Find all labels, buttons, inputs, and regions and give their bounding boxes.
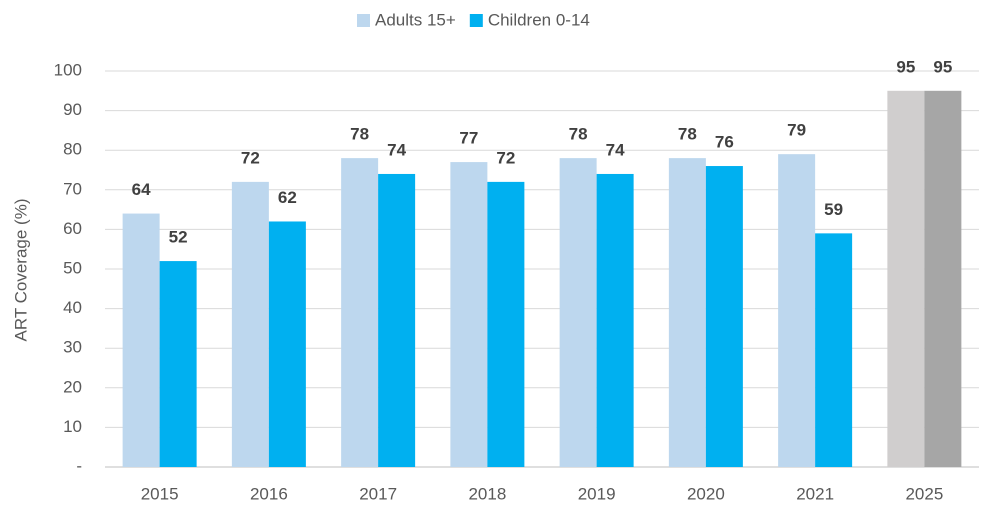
legend-swatch	[357, 14, 370, 27]
bar	[159, 261, 197, 467]
data-label: 72	[241, 148, 260, 167]
legend-swatch	[469, 14, 483, 27]
data-label: 62	[278, 188, 297, 207]
x-tick-label: 2017	[359, 484, 397, 503]
bar	[487, 181, 525, 467]
y-tick-label: 30	[63, 338, 82, 357]
bar	[268, 221, 306, 467]
y-tick-label: 70	[63, 179, 82, 198]
bar	[341, 158, 379, 467]
y-tick-label: 50	[63, 258, 82, 277]
bar	[559, 158, 597, 467]
legend-label: Adults 15+	[375, 10, 456, 29]
bar	[887, 90, 925, 468]
legend-label: Children 0-14	[488, 10, 590, 29]
x-tick-label: 2019	[578, 484, 616, 503]
x-tick-label: 2015	[141, 484, 179, 503]
data-label: 95	[933, 57, 952, 76]
y-tick-label: 80	[63, 140, 82, 159]
y-tick-label: 10	[63, 417, 82, 436]
x-tick-label: 2025	[905, 484, 943, 503]
data-label: 52	[169, 228, 188, 247]
bar	[378, 173, 416, 467]
bar	[122, 213, 160, 467]
y-axis-label: ART Coverage (%)	[11, 199, 30, 342]
bar	[231, 181, 269, 467]
bar	[924, 90, 962, 468]
y-tick-label: 60	[63, 219, 82, 238]
data-label: 78	[350, 125, 369, 144]
bar	[450, 162, 488, 467]
data-label: 78	[678, 125, 697, 144]
y-tick-label: -	[76, 456, 82, 475]
y-tick-label: 90	[63, 100, 82, 119]
x-tick-label: 2018	[468, 484, 506, 503]
bar	[815, 233, 853, 467]
data-label: 95	[896, 57, 915, 76]
data-label: 59	[824, 200, 843, 219]
bar	[668, 158, 706, 467]
data-label: 77	[459, 129, 478, 148]
x-tick-label: 2016	[250, 484, 288, 503]
data-label: 72	[496, 148, 515, 167]
data-label: 64	[132, 180, 151, 199]
data-label: 79	[787, 121, 806, 140]
bar	[705, 166, 743, 468]
y-tick-label: 40	[63, 298, 82, 317]
data-label: 74	[387, 140, 406, 159]
x-tick-label: 2021	[796, 484, 834, 503]
bar	[778, 154, 816, 467]
data-label: 76	[715, 133, 734, 152]
data-label: 74	[606, 140, 625, 159]
data-label: 78	[569, 125, 588, 144]
x-tick-label: 2020	[687, 484, 725, 503]
y-tick-label: 100	[54, 60, 82, 79]
y-tick-label: 20	[63, 377, 82, 396]
bar	[596, 173, 634, 467]
